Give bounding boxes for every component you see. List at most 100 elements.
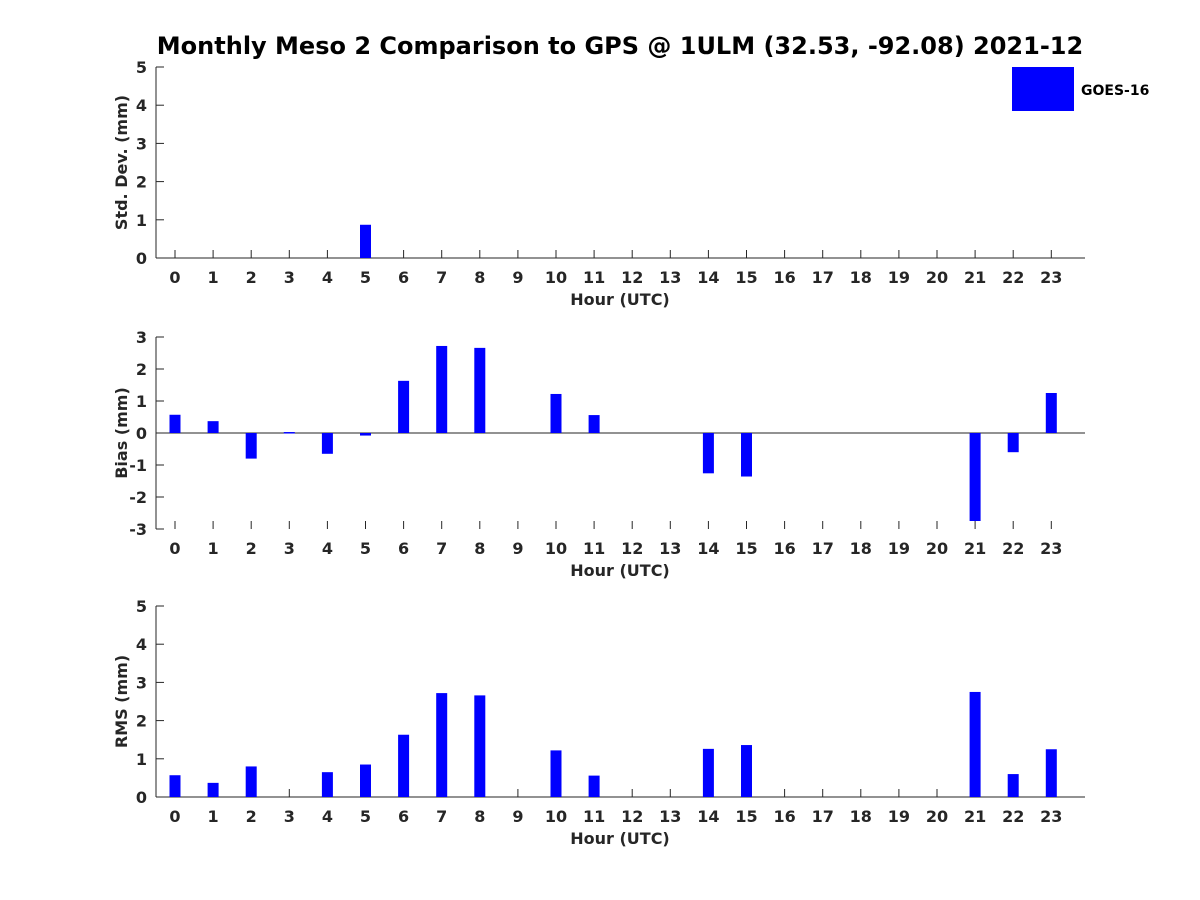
bias-bar-hour-8	[474, 347, 486, 433]
std-dev-x-tick-label: 14	[697, 268, 719, 287]
rms-y-tick-label: 0	[136, 788, 147, 807]
rms-x-tick-label: 20	[926, 807, 948, 826]
bias-x-tick-label: 10	[545, 539, 567, 558]
std-dev-x-tick-label: 1	[208, 268, 219, 287]
std-dev-x-tick-label: 20	[926, 268, 948, 287]
std-dev-x-tick-label: 4	[322, 268, 333, 287]
rms-y-tick-label: 1	[136, 750, 147, 769]
rms-x-axis-label: Hour (UTC)	[570, 829, 670, 848]
bias-x-tick-label: 11	[583, 539, 605, 558]
rms-x-tick-label: 0	[169, 807, 180, 826]
rms-x-tick-label: 7	[436, 807, 447, 826]
rms-bar-hour-8	[474, 695, 486, 797]
std-dev-x-tick-label: 16	[773, 268, 795, 287]
rms-bar-hour-15	[741, 745, 752, 797]
rms-bar-hour-0	[169, 775, 181, 797]
bias-x-tick-label: 2	[246, 539, 257, 558]
bias-bar-hour-3	[283, 432, 295, 434]
bias-x-tick-label: 14	[697, 539, 719, 558]
rms-x-tick-label: 21	[964, 807, 986, 826]
std-dev-y-tick-label: 1	[136, 211, 147, 230]
bias-bar-hour-7	[436, 345, 448, 433]
bias-x-tick-label: 7	[436, 539, 447, 558]
rms-bar-hour-23	[1045, 749, 1057, 797]
rms-y-tick-label: 5	[136, 597, 147, 616]
std-dev-x-tick-label: 6	[398, 268, 409, 287]
bias-x-tick-label: 18	[850, 539, 872, 558]
bias-bar-hour-15	[741, 433, 752, 477]
rms-x-tick-label: 19	[888, 807, 910, 826]
rms-x-tick-label: 1	[208, 807, 219, 826]
rms-x-tick-label: 18	[850, 807, 872, 826]
std-dev-y-tick-label: 4	[136, 96, 147, 115]
rms-bar-hour-10	[550, 750, 562, 797]
std-dev-x-tick-label: 18	[850, 268, 872, 287]
rms-x-tick-label: 17	[812, 807, 834, 826]
bias-bar-hour-14	[702, 433, 714, 474]
rms-bar-hour-5	[360, 764, 371, 797]
rms-bar-hour-14	[702, 748, 714, 797]
bias-bar-hour-11	[588, 415, 600, 433]
bias-x-tick-label: 17	[812, 539, 834, 558]
bias-y-tick-label: -2	[129, 488, 147, 507]
legend: GOES-16	[1012, 67, 1149, 111]
std-dev-x-tick-label: 11	[583, 268, 605, 287]
bias-x-tick-label: 23	[1040, 539, 1062, 558]
bias-x-tick-label: 5	[360, 539, 371, 558]
bias-x-tick-label: 22	[1002, 539, 1024, 558]
bias-bar-hour-4	[321, 433, 333, 454]
bias-x-tick-label: 13	[659, 539, 681, 558]
bias-y-tick-label: -3	[129, 520, 147, 539]
bias-bar-hour-10	[550, 393, 562, 433]
bias-bar-hour-2	[245, 433, 257, 459]
std-dev-x-tick-label: 0	[169, 268, 180, 287]
std-dev-x-tick-label: 7	[436, 268, 447, 287]
rms-x-tick-label: 10	[545, 807, 567, 826]
rms-x-tick-label: 3	[284, 807, 295, 826]
std-dev-x-tick-label: 23	[1040, 268, 1062, 287]
std-dev-x-tick-label: 3	[284, 268, 295, 287]
bias-bar-hour-5	[360, 433, 371, 436]
legend-swatch-goes-16	[1012, 67, 1074, 111]
std-dev-y-tick-label: 3	[136, 134, 147, 153]
std-dev-x-tick-label: 21	[964, 268, 986, 287]
std-dev-x-tick-label: 8	[474, 268, 485, 287]
rms-x-tick-label: 8	[474, 807, 485, 826]
std-dev-x-tick-label: 22	[1002, 268, 1024, 287]
std-dev-x-tick-label: 13	[659, 268, 681, 287]
bias-x-tick-label: 21	[964, 539, 986, 558]
bias-bar-hour-22	[1007, 433, 1019, 453]
bias-y-tick-label: 0	[136, 424, 147, 443]
rms-x-tick-label: 12	[621, 807, 643, 826]
bias-y-tick-label: 2	[136, 360, 147, 379]
bias-x-tick-label: 3	[284, 539, 295, 558]
rms-bar-hour-22	[1007, 774, 1019, 797]
std-dev-y-tick-label: 2	[136, 173, 147, 192]
std-dev-x-tick-label: 15	[735, 268, 757, 287]
std-dev-y-axis-label: Std. Dev. (mm)	[112, 95, 131, 230]
rms-x-tick-label: 9	[512, 807, 523, 826]
rms-bar-hour-1	[207, 782, 219, 797]
rms-bar-hour-2	[245, 766, 257, 797]
bias-y-tick-label: 1	[136, 392, 147, 411]
rms-bar-hour-7	[436, 693, 448, 797]
std-dev-x-tick-label: 12	[621, 268, 643, 287]
bias-bar-hour-1	[207, 421, 219, 433]
std-dev-x-tick-label: 5	[360, 268, 371, 287]
rms-x-tick-label: 4	[322, 807, 333, 826]
bias-x-axis-label: Hour (UTC)	[570, 561, 670, 580]
std-dev-x-tick-label: 19	[888, 268, 910, 287]
rms-y-tick-label: 4	[136, 635, 147, 654]
bias-y-tick-label: 3	[136, 328, 147, 347]
bias-bar-hour-23	[1045, 393, 1057, 433]
rms-y-axis-label: RMS (mm)	[112, 655, 131, 748]
bias-x-tick-label: 12	[621, 539, 643, 558]
chart-title: Monthly Meso 2 Comparison to GPS @ 1ULM …	[157, 32, 1083, 60]
std-dev-y-tick-label: 5	[136, 58, 147, 77]
bias-x-tick-label: 0	[169, 539, 180, 558]
bias-x-tick-label: 16	[773, 539, 795, 558]
